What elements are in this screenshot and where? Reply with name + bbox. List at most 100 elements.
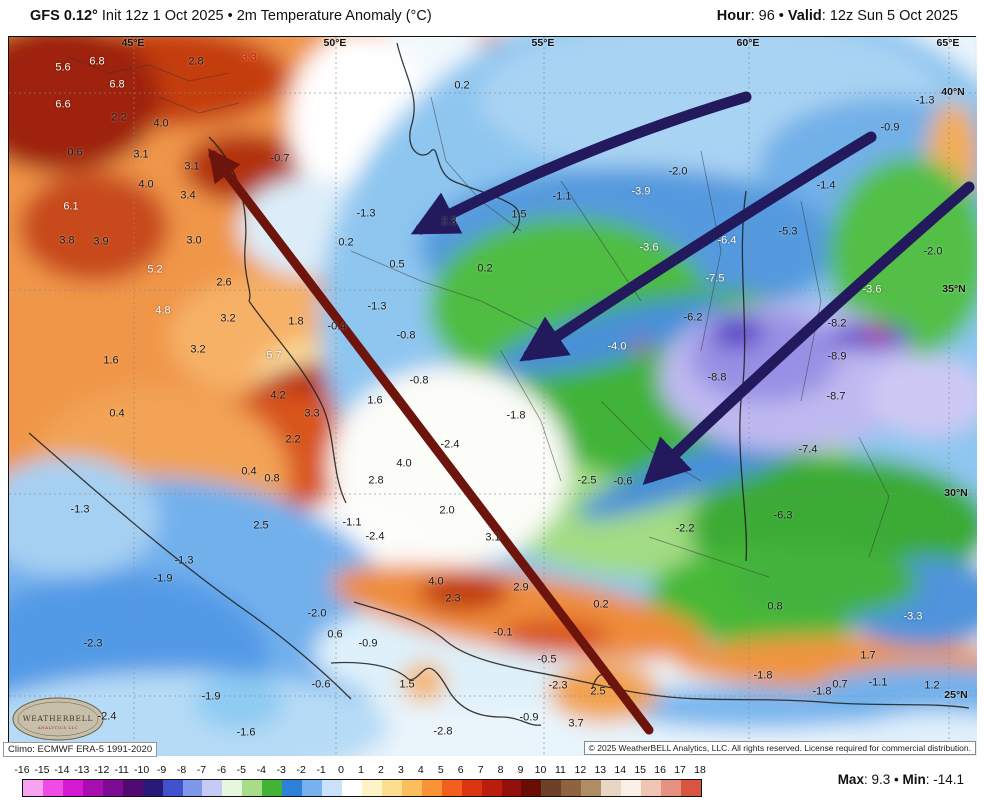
colorbar-cell <box>62 780 83 796</box>
colorbar-cell <box>102 780 123 796</box>
colorbar-cell <box>82 780 103 796</box>
colorbar-cell <box>680 780 701 796</box>
colorbar-cell <box>521 780 542 796</box>
climo-attribution: Climo: ECMWF ERA-5 1991-2020 <box>3 742 158 757</box>
valid-label: Valid <box>787 8 822 24</box>
colorbar-cell <box>581 780 602 796</box>
colorbar-tick-label: -4 <box>256 764 266 776</box>
colorbar-cell <box>162 780 183 796</box>
colorbar-tick-label: 3 <box>397 764 404 776</box>
colorbar-cell <box>202 780 223 796</box>
colorbar-tick-label: 16 <box>654 764 666 776</box>
colorbar-tick-label: 4 <box>417 764 424 776</box>
max-label: Max <box>837 772 864 787</box>
colorbar-cell <box>302 780 323 796</box>
colorbar-cell <box>661 780 681 796</box>
colorbar-cell <box>601 780 622 796</box>
logo-subtext: ANALYTICS LLC <box>37 725 79 730</box>
cold-advection-arrow-3 <box>642 181 975 485</box>
colorbar-cell <box>541 780 562 796</box>
colorbar-tick-label: 15 <box>634 764 647 776</box>
max-value: : 9.3 <box>863 772 891 787</box>
colorbar-cell <box>23 780 43 796</box>
colorbar-cell <box>242 780 263 796</box>
colorbar-tick-label: -7 <box>196 764 207 776</box>
colorbar-tick-label: 5 <box>437 764 444 776</box>
colorbar-cell <box>481 780 502 796</box>
colorbar-tick-label: 18 <box>694 764 706 776</box>
hour-label: Hour <box>716 8 751 24</box>
model-name: GFS 0.12° <box>30 8 98 24</box>
colorbar-cell <box>401 780 422 796</box>
colorbar-tick-label: -6 <box>216 764 227 776</box>
colorbar-tick-label: -11 <box>114 764 129 776</box>
colorbar-tick-label: -8 <box>176 764 187 776</box>
colorbar <box>22 779 702 797</box>
colorbar-cell <box>42 780 63 796</box>
colorbar-tick-label: -9 <box>156 764 167 776</box>
colorbar-tick-label: 1 <box>358 764 364 776</box>
colorbar-tick-label: 8 <box>497 764 504 776</box>
anomaly-field <box>9 37 977 756</box>
colorbar-tick-label: 17 <box>674 764 686 776</box>
colorbar-tick-label: -16 <box>14 764 30 776</box>
colorbar-cell <box>461 780 482 796</box>
colorbar-tick-label: 14 <box>614 764 627 776</box>
bullet-separator: • <box>774 8 788 24</box>
valid-value: : 12z Sun 5 Oct 2025 <box>821 8 958 24</box>
colorbar-tick-label: -2 <box>296 764 306 776</box>
logo-text: WEATHERBELL <box>23 714 94 723</box>
colorbar-cell <box>641 780 661 796</box>
colorbar-cell <box>222 780 243 796</box>
province-borders <box>68 56 890 578</box>
colorbar-tick-label: -5 <box>236 764 247 776</box>
colorbar-cell <box>501 780 522 796</box>
colorbar-cell <box>441 780 462 796</box>
colorbar-cell <box>282 780 303 796</box>
colorbar-cell <box>182 780 203 796</box>
colorbar-tick-label: -15 <box>34 764 50 776</box>
bullet-separator: • <box>890 772 903 787</box>
header-bar: GFS 0.12° Init 12z 1 Oct 2025 • 2m Tempe… <box>0 0 984 34</box>
colorbar-tick-label: 11 <box>554 764 566 776</box>
annotation-arrows <box>208 91 975 735</box>
weatherbell-logo: WEATHERBELL ANALYTICS LLC <box>12 697 104 741</box>
country-borders <box>28 42 970 726</box>
colorbar-tick-label: 0 <box>338 764 344 776</box>
colorbar-tick-label: -1 <box>316 764 326 776</box>
colorbar-tick-label: -12 <box>94 764 110 776</box>
colorbar-tick-label: -10 <box>134 764 150 776</box>
colorbar-cell <box>421 780 442 796</box>
title-subtitle: Init 12z 1 Oct 2025 • 2m Temperature Ano… <box>97 8 432 24</box>
hour-value: : 96 <box>750 8 775 24</box>
colorbar-cell <box>342 780 362 796</box>
anomaly-field-canvas: WEATHERBELL ANALYTICS LLC <box>9 37 977 756</box>
colorbar-tick-label: 6 <box>457 764 464 776</box>
colorbar-cell <box>322 780 342 796</box>
map-title: GFS 0.12° Init 12z 1 Oct 2025 • 2m Tempe… <box>30 8 432 24</box>
max-min-readout: Max: 9.3 • Min: -14.1 <box>838 772 964 787</box>
colorbar-tick-label: -13 <box>74 764 90 776</box>
colorbar-cell <box>361 780 382 796</box>
copyright-attribution: © 2025 WeatherBELL Analytics, LLC. All r… <box>583 741 976 755</box>
valid-time: Hour: 96 • Valid: 12z Sun 5 Oct 2025 <box>717 8 958 24</box>
colorbar-tick-label: -3 <box>276 764 286 776</box>
colorbar-cell <box>262 780 283 796</box>
anomaly-map: WEATHERBELL ANALYTICS LLC <box>8 36 977 756</box>
colorbar-tick-label: 9 <box>517 764 524 776</box>
colorbar-cell <box>142 780 163 796</box>
colorbar-tick-label: 12 <box>574 764 587 776</box>
colorbar-tick-label: 2 <box>378 764 384 776</box>
colorbar-tick-label: 7 <box>477 764 484 776</box>
cold-advection-arrow-1 <box>410 91 752 235</box>
colorbar-tick-label: 13 <box>594 764 607 776</box>
warm-advection-arrow <box>208 148 654 735</box>
colorbar-cell <box>122 780 143 796</box>
colorbar-cell <box>381 780 402 796</box>
min-label: Min <box>902 772 926 787</box>
colorbar-tick-label: 10 <box>534 764 547 776</box>
cold-advection-arrow-2 <box>519 131 877 362</box>
colorbar-ticks: -16 -15 -14 -13 -12 -11 -10 -9 -8 -7 -6 -5 -4 -3 -2 -1 0… <box>14 764 705 777</box>
colorbar-cell <box>561 780 582 796</box>
